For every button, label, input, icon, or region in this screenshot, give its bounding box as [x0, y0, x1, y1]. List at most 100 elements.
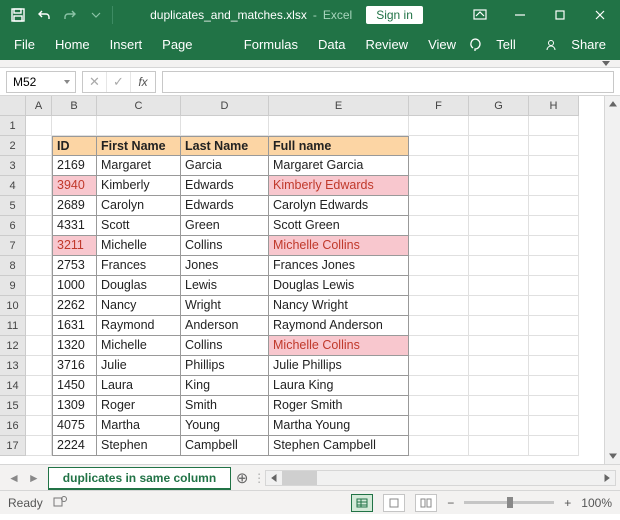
cell[interactable]: Michelle Collins	[269, 336, 409, 356]
cell[interactable]: Kimberly	[97, 176, 181, 196]
column-header[interactable]: B	[52, 96, 97, 116]
row-header[interactable]: 9	[0, 276, 26, 296]
cell[interactable]	[26, 116, 52, 136]
cells[interactable]: IDFirst NameLast NameFull name2169Margar…	[26, 116, 604, 456]
cell[interactable]	[529, 296, 579, 316]
cell[interactable]: Douglas Lewis	[269, 276, 409, 296]
cell[interactable]: 2262	[52, 296, 97, 316]
cell[interactable]	[409, 196, 469, 216]
cell[interactable]: Garcia	[181, 156, 269, 176]
cell[interactable]	[26, 176, 52, 196]
cell[interactable]	[26, 436, 52, 456]
cell[interactable]	[26, 196, 52, 216]
cell[interactable]: 1631	[52, 316, 97, 336]
select-all-corner[interactable]	[0, 96, 26, 116]
cell[interactable]	[97, 116, 181, 136]
row-header[interactable]: 5	[0, 196, 26, 216]
tab-formulas[interactable]: Formulas	[234, 30, 308, 60]
formula-input[interactable]	[162, 71, 614, 93]
row-header[interactable]: 16	[0, 416, 26, 436]
cell[interactable]	[529, 256, 579, 276]
cell[interactable]: Michelle Collins	[269, 236, 409, 256]
zoom-out-button[interactable]: −	[447, 496, 454, 510]
cell[interactable]	[529, 436, 579, 456]
cell[interactable]	[26, 356, 52, 376]
cell[interactable]: Carolyn Edwards	[269, 196, 409, 216]
cell[interactable]: Young	[181, 416, 269, 436]
row-header[interactable]: 15	[0, 396, 26, 416]
cell[interactable]: Nancy	[97, 296, 181, 316]
cell[interactable]: 2224	[52, 436, 97, 456]
cell[interactable]: Raymond Anderson	[269, 316, 409, 336]
cell[interactable]: King	[181, 376, 269, 396]
cell[interactable]	[181, 116, 269, 136]
share-button[interactable]: Share	[561, 30, 616, 60]
cell[interactable]	[409, 336, 469, 356]
cell[interactable]	[529, 416, 579, 436]
row-header[interactable]: 13	[0, 356, 26, 376]
row-header[interactable]: 12	[0, 336, 26, 356]
tab-page-layout[interactable]: Page Layout	[152, 30, 234, 60]
cell[interactable]: 2169	[52, 156, 97, 176]
cell[interactable]: 1309	[52, 396, 97, 416]
horizontal-scrollbar[interactable]	[265, 470, 616, 486]
tab-data[interactable]: Data	[308, 30, 355, 60]
signin-button[interactable]: Sign in	[366, 6, 423, 24]
cell[interactable]: Smith	[181, 396, 269, 416]
cell[interactable]	[469, 276, 529, 296]
tellme-button[interactable]: Tell me	[486, 30, 541, 60]
cell[interactable]: Wright	[181, 296, 269, 316]
cell[interactable]: Last Name	[181, 136, 269, 156]
cell[interactable]	[26, 396, 52, 416]
cell[interactable]	[26, 256, 52, 276]
cell[interactable]: Martha	[97, 416, 181, 436]
cell[interactable]	[409, 276, 469, 296]
zoom-slider[interactable]	[464, 501, 554, 504]
cell[interactable]	[26, 376, 52, 396]
cell[interactable]: 1000	[52, 276, 97, 296]
cell[interactable]	[409, 436, 469, 456]
cell[interactable]	[26, 336, 52, 356]
cancel-icon[interactable]: ✕	[83, 72, 107, 92]
cell[interactable]	[469, 436, 529, 456]
cell[interactable]	[529, 156, 579, 176]
column-header[interactable]: G	[469, 96, 529, 116]
cell[interactable]: Scott	[97, 216, 181, 236]
cell[interactable]: Michelle	[97, 336, 181, 356]
sheet-tab-active[interactable]: duplicates in same column	[48, 467, 231, 490]
cell[interactable]	[469, 216, 529, 236]
cell[interactable]	[26, 236, 52, 256]
cell[interactable]	[26, 136, 52, 156]
column-header[interactable]: H	[529, 96, 579, 116]
column-header[interactable]: C	[97, 96, 181, 116]
cell[interactable]: Edwards	[181, 196, 269, 216]
cell[interactable]: Collins	[181, 236, 269, 256]
enter-icon[interactable]: ✓	[107, 72, 131, 92]
scroll-up-button[interactable]	[605, 96, 620, 112]
cell[interactable]: Michelle	[97, 236, 181, 256]
cell[interactable]	[529, 236, 579, 256]
cell[interactable]	[469, 136, 529, 156]
cell[interactable]: 1450	[52, 376, 97, 396]
cell[interactable]	[409, 136, 469, 156]
cell[interactable]: Edwards	[181, 176, 269, 196]
row-header[interactable]: 11	[0, 316, 26, 336]
cell[interactable]: Collins	[181, 336, 269, 356]
cell[interactable]	[469, 116, 529, 136]
cell[interactable]	[52, 116, 97, 136]
view-normal-button[interactable]	[351, 494, 373, 512]
cell[interactable]	[269, 116, 409, 136]
cell[interactable]	[469, 196, 529, 216]
cell[interactable]: Laura King	[269, 376, 409, 396]
cell[interactable]	[469, 256, 529, 276]
cell[interactable]: 3940	[52, 176, 97, 196]
cell[interactable]	[469, 156, 529, 176]
cell[interactable]: Nancy Wright	[269, 296, 409, 316]
row-header[interactable]: 2	[0, 136, 26, 156]
cell[interactable]: Margaret Garcia	[269, 156, 409, 176]
cell[interactable]	[26, 276, 52, 296]
cell[interactable]: Douglas	[97, 276, 181, 296]
cell[interactable]	[529, 136, 579, 156]
cell[interactable]	[529, 116, 579, 136]
cell[interactable]: Margaret	[97, 156, 181, 176]
